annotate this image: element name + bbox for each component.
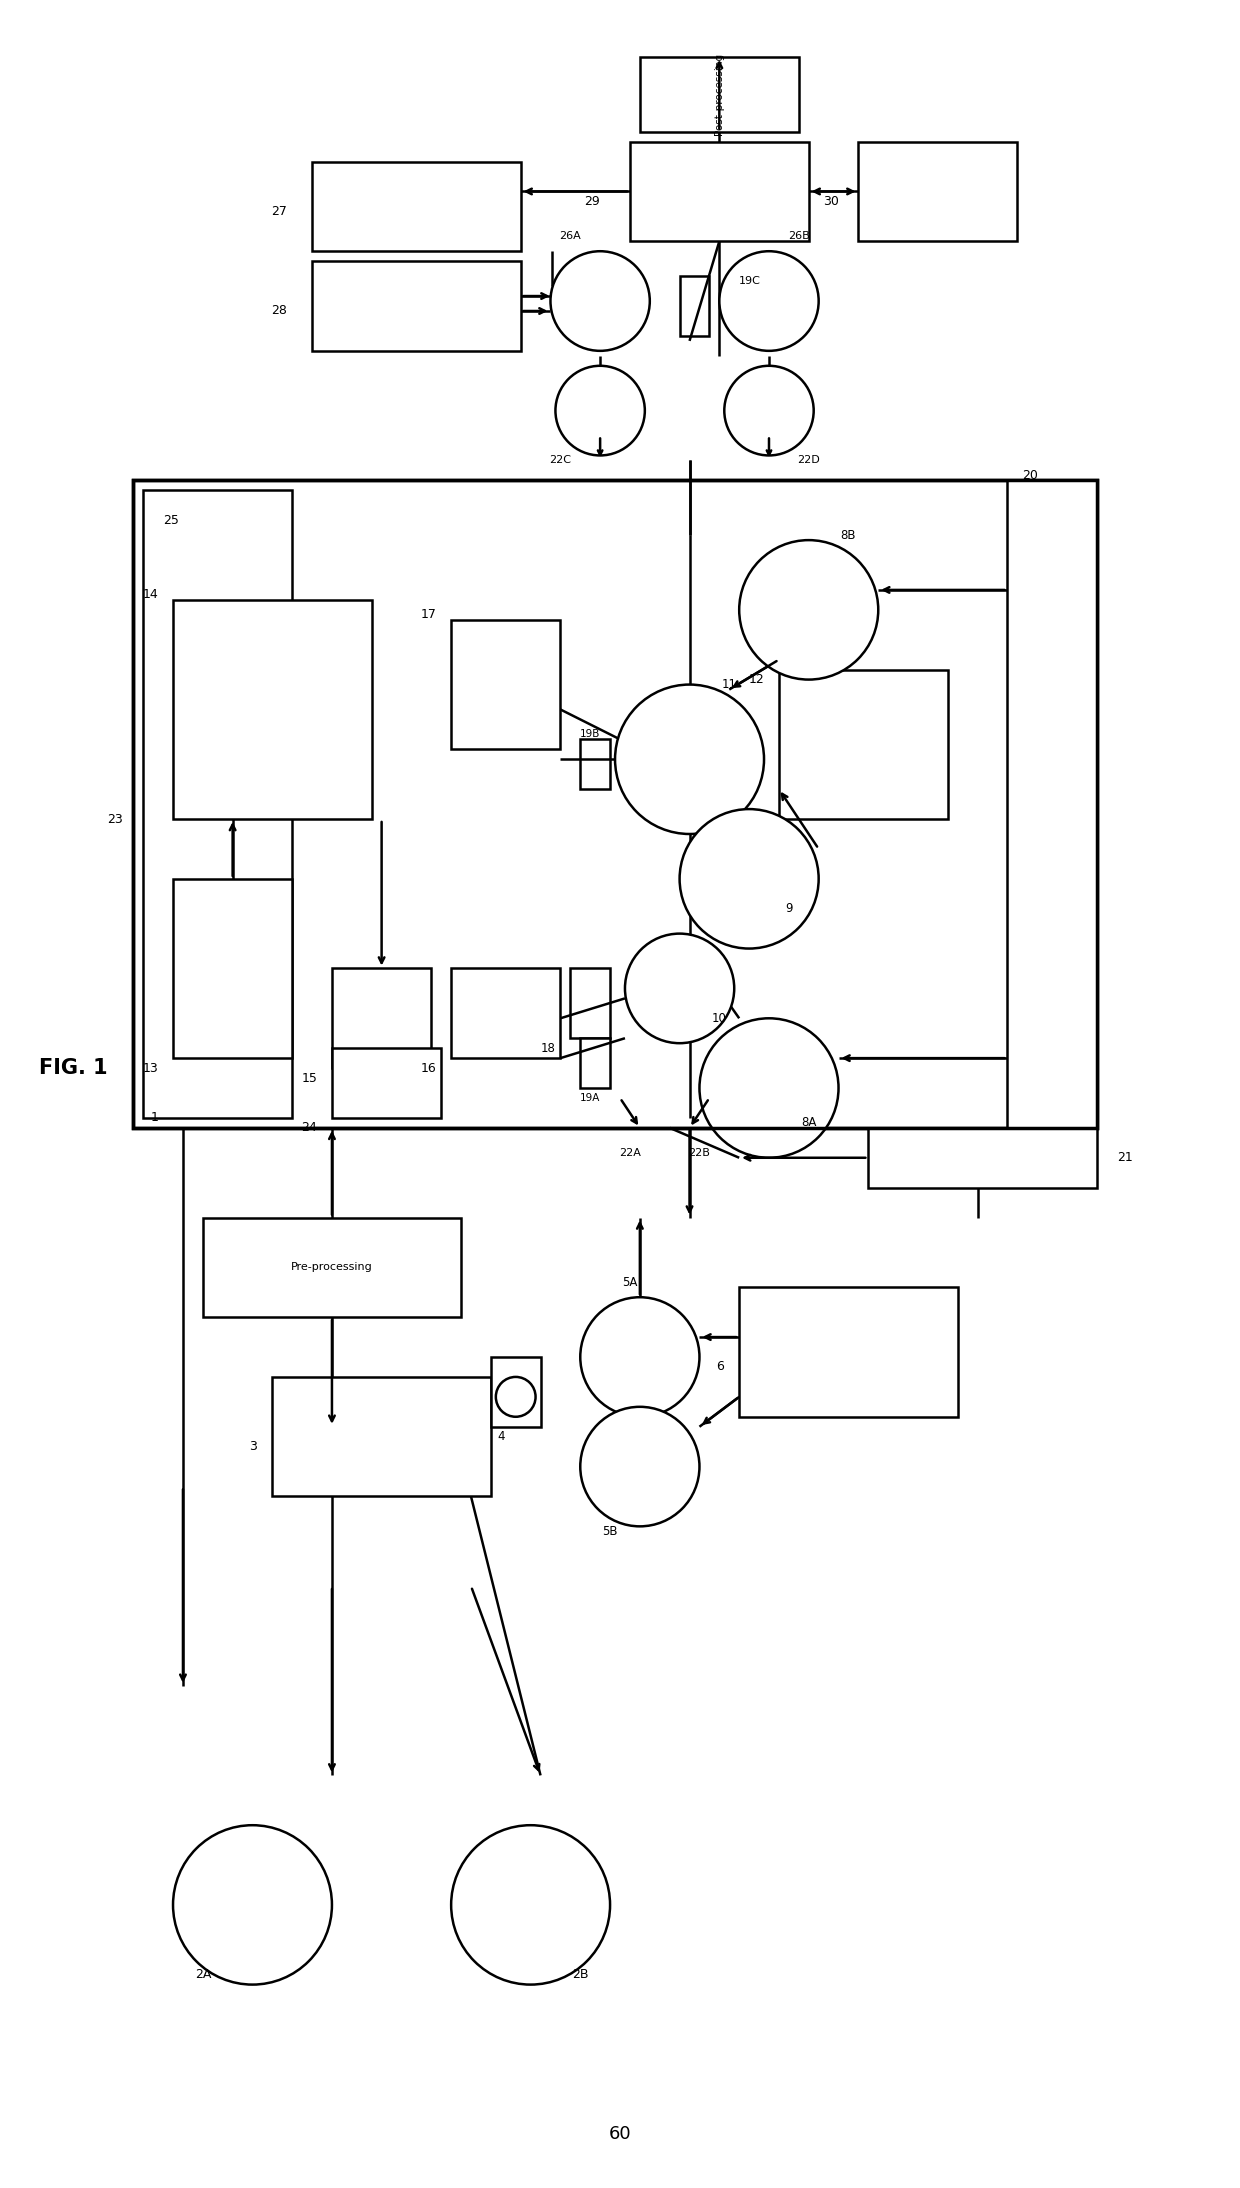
Bar: [332, 1048, 441, 1118]
Text: 19C: 19C: [739, 276, 761, 287]
Text: 22C: 22C: [549, 455, 572, 466]
Text: 20: 20: [1022, 468, 1038, 481]
Circle shape: [724, 365, 813, 455]
Bar: [144, 490, 293, 1118]
Circle shape: [615, 685, 764, 834]
Text: 5B: 5B: [603, 1525, 618, 1538]
Text: 26A: 26A: [559, 232, 582, 241]
Text: 27: 27: [272, 206, 288, 219]
Circle shape: [174, 1825, 332, 1985]
Text: Post-processing: Post-processing: [714, 53, 724, 136]
Text: 16: 16: [420, 1061, 436, 1074]
Bar: [868, 1127, 1096, 1188]
Circle shape: [580, 1297, 699, 1418]
Circle shape: [739, 540, 878, 680]
Bar: [203, 1217, 461, 1317]
Text: Pre-processing: Pre-processing: [291, 1262, 373, 1273]
Text: 60: 60: [609, 2125, 631, 2142]
Bar: [779, 670, 947, 818]
Text: 3: 3: [249, 1440, 258, 1453]
Bar: [174, 880, 293, 1059]
Text: 17: 17: [420, 608, 436, 621]
Bar: [739, 1287, 957, 1418]
Text: 13: 13: [143, 1061, 159, 1074]
Text: 19B: 19B: [580, 729, 600, 740]
Bar: [451, 619, 560, 748]
Bar: [451, 969, 560, 1059]
Bar: [332, 969, 432, 1068]
Bar: [133, 481, 1096, 1127]
Bar: [133, 481, 1096, 1127]
Text: 22A: 22A: [619, 1149, 641, 1157]
Text: FIG. 1: FIG. 1: [40, 1059, 108, 1079]
Bar: [580, 1039, 610, 1087]
Text: 25: 25: [164, 514, 179, 527]
Circle shape: [551, 252, 650, 350]
Circle shape: [625, 934, 734, 1044]
Bar: [312, 260, 521, 350]
Bar: [312, 162, 521, 252]
Bar: [680, 276, 709, 337]
Bar: [273, 1376, 491, 1497]
Bar: [570, 969, 610, 1039]
Text: 1: 1: [150, 1112, 159, 1125]
Circle shape: [496, 1376, 536, 1418]
Text: 10: 10: [712, 1011, 727, 1024]
Bar: [491, 1357, 541, 1427]
Text: 19A: 19A: [580, 1094, 600, 1103]
Text: 11: 11: [722, 678, 737, 691]
Text: 15: 15: [301, 1072, 317, 1085]
Text: 24: 24: [301, 1122, 317, 1133]
Circle shape: [556, 365, 645, 455]
Circle shape: [719, 252, 818, 350]
Text: 30: 30: [822, 195, 838, 208]
Text: 4: 4: [497, 1431, 505, 1444]
Text: 9: 9: [785, 901, 792, 915]
Text: 6: 6: [717, 1361, 724, 1374]
Text: 23: 23: [108, 812, 123, 825]
Circle shape: [451, 1825, 610, 1985]
Bar: [580, 740, 610, 790]
Text: 21: 21: [1117, 1151, 1132, 1164]
Circle shape: [580, 1407, 699, 1527]
Bar: [858, 142, 1017, 241]
Bar: [630, 142, 808, 241]
Bar: [640, 57, 799, 131]
Circle shape: [699, 1017, 838, 1157]
Text: 2A: 2A: [195, 1969, 211, 1980]
Text: 8B: 8B: [841, 529, 856, 543]
Text: 8A: 8A: [801, 1116, 816, 1129]
Text: 18: 18: [541, 1041, 556, 1055]
Text: 12: 12: [748, 674, 764, 687]
Text: 22B: 22B: [688, 1149, 711, 1157]
Text: 2B: 2B: [572, 1969, 589, 1980]
Bar: [1007, 481, 1096, 1127]
Bar: [174, 600, 372, 818]
Text: 29: 29: [584, 195, 600, 208]
Text: 26B: 26B: [787, 232, 810, 241]
Text: 5A: 5A: [622, 1276, 637, 1289]
Text: 14: 14: [143, 589, 159, 602]
Circle shape: [680, 810, 818, 950]
Text: 22D: 22D: [797, 455, 820, 466]
Text: 28: 28: [272, 304, 288, 317]
